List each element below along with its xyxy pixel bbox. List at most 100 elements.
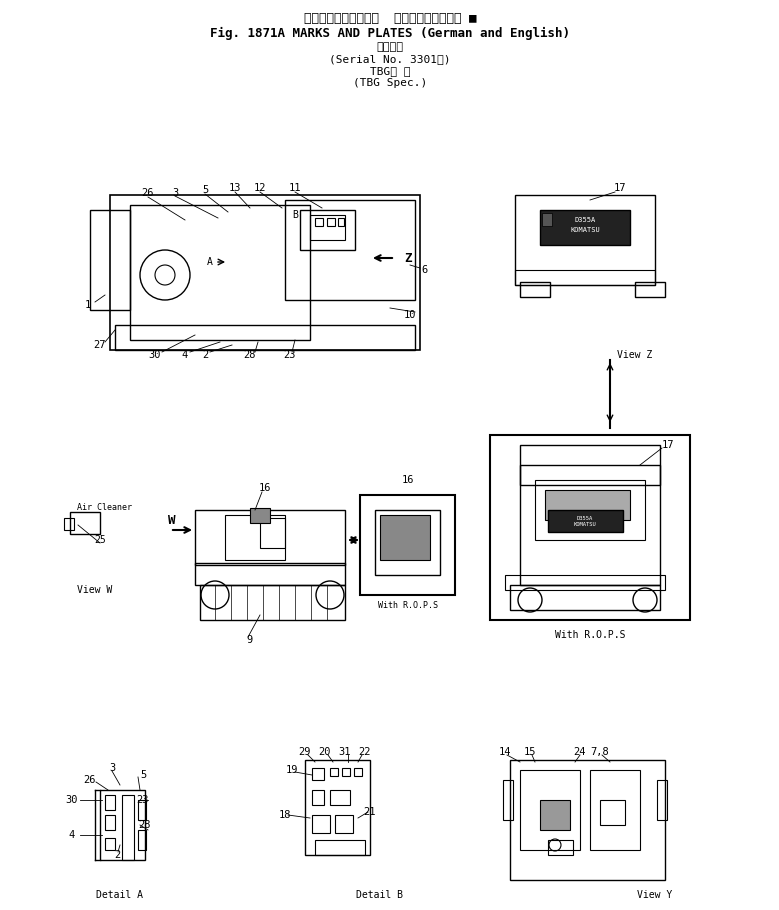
Bar (520, 445, 660, 485)
Bar (64, 518, 74, 530)
Text: KOMATSU: KOMATSU (570, 227, 600, 233)
Text: D355A: D355A (574, 217, 596, 223)
Text: 2: 2 (202, 350, 208, 360)
Text: 1: 1 (85, 300, 91, 310)
Text: 19: 19 (286, 765, 298, 775)
Bar (285, 200, 415, 300)
Bar (327, 218, 335, 226)
Text: 26: 26 (84, 775, 97, 785)
Bar (315, 840, 365, 855)
Text: 31: 31 (339, 747, 351, 757)
Text: 11: 11 (289, 183, 301, 193)
Bar (138, 800, 146, 820)
Bar (520, 282, 550, 297)
Bar (354, 768, 362, 776)
Bar (540, 210, 630, 245)
Text: 13: 13 (229, 183, 241, 193)
Bar (305, 760, 370, 855)
Bar (490, 435, 690, 620)
Text: 2: 2 (114, 850, 120, 860)
Bar (105, 815, 115, 830)
Text: 30: 30 (65, 795, 78, 805)
Text: Detail A: Detail A (97, 890, 143, 900)
Bar (342, 768, 350, 776)
Bar (380, 515, 430, 560)
Text: 12: 12 (254, 183, 266, 193)
Text: With R.O.P.S: With R.O.P.S (378, 601, 438, 610)
Text: 5: 5 (202, 185, 208, 195)
Bar (310, 215, 345, 240)
Text: 17: 17 (614, 183, 626, 193)
Text: 20: 20 (319, 747, 331, 757)
Bar (510, 760, 665, 880)
Bar (195, 510, 345, 565)
Bar (535, 480, 645, 540)
Text: 16: 16 (259, 483, 271, 493)
Text: B: B (292, 210, 298, 220)
Bar (390, 250, 410, 265)
Bar (250, 508, 270, 523)
Text: Fig. 1871A MARKS AND PLATES (German and English): Fig. 1871A MARKS AND PLATES (German and … (210, 26, 570, 39)
Text: 5: 5 (140, 770, 146, 780)
Text: 28: 28 (244, 350, 256, 360)
Text: 17: 17 (661, 440, 675, 450)
Bar (312, 768, 324, 780)
Text: 14: 14 (499, 747, 511, 757)
Text: 27: 27 (93, 340, 106, 350)
Text: 28: 28 (139, 820, 151, 830)
Text: Air Cleaner: Air Cleaner (77, 503, 132, 512)
Bar (335, 815, 353, 833)
Bar (540, 800, 570, 830)
Bar (130, 205, 310, 340)
Text: D355A: D355A (577, 515, 593, 521)
Text: 15: 15 (523, 747, 536, 757)
Bar (515, 270, 655, 285)
Text: View Z: View Z (618, 350, 653, 360)
Bar (548, 840, 573, 855)
Bar (122, 795, 134, 860)
Bar (115, 325, 415, 350)
Bar (200, 585, 345, 620)
Text: 24: 24 (574, 747, 587, 757)
Text: W: W (168, 513, 176, 527)
Bar (375, 510, 440, 575)
Bar (100, 790, 145, 860)
Text: 7,8: 7,8 (590, 747, 609, 757)
Text: View Y: View Y (637, 890, 672, 900)
Bar (503, 780, 513, 820)
Bar (110, 195, 420, 350)
Text: 10: 10 (404, 310, 416, 320)
Bar (225, 515, 285, 560)
Text: 9: 9 (247, 635, 253, 645)
Text: View W: View W (77, 585, 113, 595)
Text: 30: 30 (149, 350, 161, 360)
Bar (657, 780, 667, 820)
Bar (520, 465, 660, 585)
Bar (105, 838, 115, 850)
Text: Z: Z (404, 251, 412, 265)
Text: 3: 3 (109, 763, 115, 773)
Text: 25: 25 (94, 535, 106, 545)
Bar (312, 815, 330, 833)
Text: 4: 4 (69, 830, 75, 840)
Text: 6: 6 (422, 265, 428, 275)
Bar (635, 282, 665, 297)
Bar (600, 800, 625, 825)
Bar (105, 795, 115, 810)
Bar (70, 512, 100, 534)
Bar (520, 770, 580, 850)
Bar (510, 585, 660, 610)
Bar (338, 218, 344, 226)
Bar (330, 768, 338, 776)
Bar (330, 790, 350, 805)
Bar (195, 563, 345, 585)
Text: KOMATSU: KOMATSU (573, 521, 597, 527)
Text: 16: 16 (402, 475, 414, 485)
Bar (360, 495, 455, 595)
Bar (545, 490, 630, 520)
Bar (90, 210, 130, 310)
Bar (260, 518, 285, 548)
Text: 21: 21 (364, 807, 376, 817)
Bar (505, 575, 665, 590)
Text: マークおよびプレート  ドイツ語および英語 ■: マークおよびプレート ドイツ語および英語 ■ (304, 12, 476, 25)
